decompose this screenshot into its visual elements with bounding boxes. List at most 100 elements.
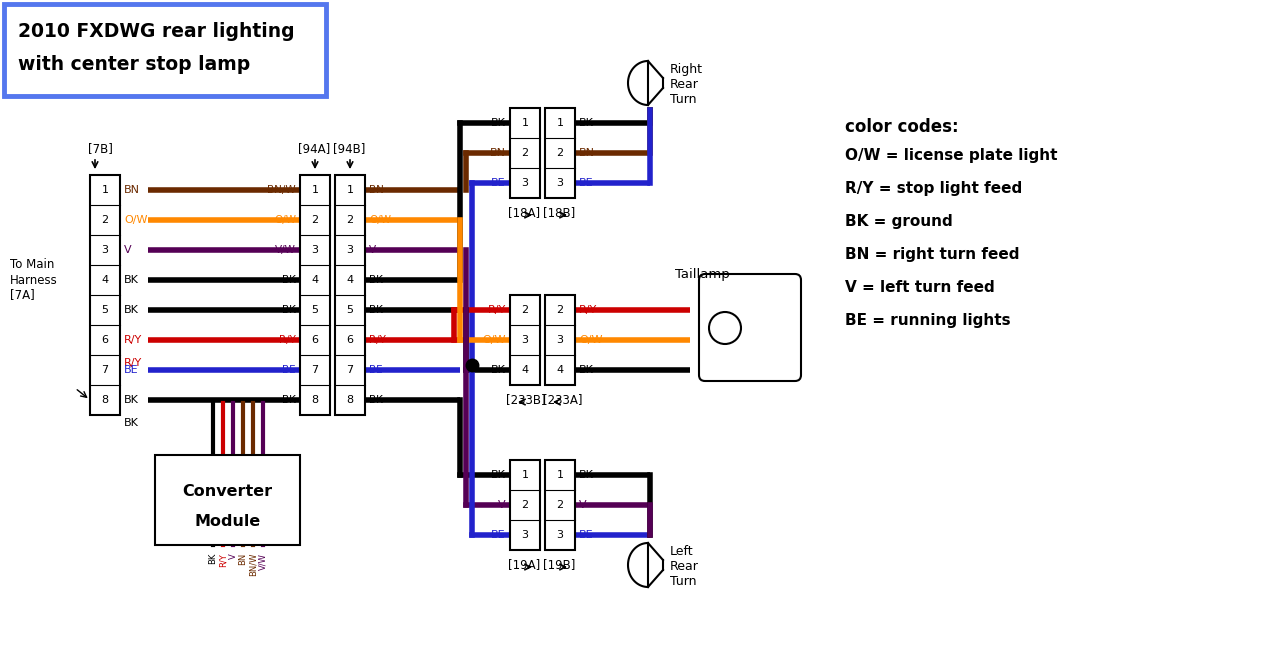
Bar [510, 108, 540, 198]
Text: BK: BK [491, 470, 506, 480]
Text: BK: BK [369, 275, 383, 285]
Text: 2: 2 [557, 148, 563, 158]
Bar [300, 175, 330, 415]
Text: 4: 4 [521, 365, 529, 375]
Text: BN: BN [369, 185, 384, 195]
Text: O/W: O/W [125, 215, 147, 225]
Text: BK: BK [125, 395, 139, 405]
Bar [545, 295, 574, 385]
Text: [18B]: [18B] [543, 206, 576, 219]
Text: 5: 5 [311, 305, 319, 315]
Text: To Main
Harness
[7A]: To Main Harness [7A] [10, 258, 57, 302]
Text: [233B]: [233B] [506, 393, 545, 406]
Text: BK: BK [580, 365, 594, 375]
Text: R/Y = stop light feed: R/Y = stop light feed [845, 181, 1022, 196]
Text: BK: BK [580, 118, 594, 128]
Text: BK: BK [125, 418, 139, 428]
Text: R/Y: R/Y [125, 358, 142, 368]
Text: O/W: O/W [369, 215, 391, 225]
Text: Right
Rear
Turn: Right Rear Turn [670, 63, 703, 106]
Text: 3: 3 [102, 245, 108, 255]
Text: with center stop lamp: with center stop lamp [18, 55, 250, 74]
Text: O/W: O/W [275, 215, 296, 225]
Text: BK: BK [282, 305, 296, 315]
Text: BE: BE [492, 178, 506, 188]
Text: R/Y: R/Y [280, 335, 296, 345]
Text: color codes:: color codes: [845, 118, 958, 136]
Text: BK: BK [491, 365, 506, 375]
Bar [155, 455, 300, 545]
Text: [18A]: [18A] [508, 206, 540, 219]
Bar [510, 460, 540, 550]
Text: R/Y: R/Y [488, 305, 506, 315]
Bar [545, 460, 574, 550]
Text: 8: 8 [102, 395, 108, 405]
Text: [19B]: [19B] [543, 558, 576, 571]
Text: BK: BK [491, 118, 506, 128]
Text: 7: 7 [347, 365, 353, 375]
Text: BN = right turn feed: BN = right turn feed [845, 247, 1019, 262]
Text: 7: 7 [102, 365, 108, 375]
Text: BN: BN [491, 148, 506, 158]
Text: BN: BN [125, 185, 140, 195]
Text: BE: BE [580, 178, 594, 188]
Text: [7B]: [7B] [88, 142, 113, 155]
Text: V/W: V/W [275, 245, 296, 255]
Text: BN: BN [239, 553, 248, 565]
Text: [233A]: [233A] [543, 393, 582, 406]
Text: 4: 4 [311, 275, 319, 285]
Text: 3: 3 [347, 245, 353, 255]
Text: 8: 8 [311, 395, 319, 405]
Text: Module: Module [194, 514, 261, 530]
Text: R/Y: R/Y [369, 335, 386, 345]
Text: Taillamp: Taillamp [675, 268, 730, 281]
Text: BK = ground: BK = ground [845, 214, 953, 229]
Text: [94A]: [94A] [297, 142, 330, 155]
Text: Converter: Converter [183, 484, 272, 499]
Bar [336, 175, 365, 415]
Bar [510, 295, 540, 385]
Text: 2: 2 [311, 215, 319, 225]
Text: BN/W: BN/W [267, 185, 296, 195]
Text: R/Y: R/Y [125, 335, 142, 345]
Text: BK: BK [580, 470, 594, 480]
Text: V/W: V/W [258, 553, 267, 570]
Text: 3: 3 [557, 335, 563, 345]
Text: BK: BK [282, 395, 296, 405]
Text: 1: 1 [557, 470, 563, 480]
Bar [90, 175, 119, 415]
Text: 6: 6 [311, 335, 319, 345]
Text: 1: 1 [521, 470, 529, 480]
Text: BK: BK [282, 275, 296, 285]
Text: 3: 3 [557, 530, 563, 540]
Text: 8: 8 [347, 395, 353, 405]
Text: BE: BE [580, 530, 594, 540]
Text: 5: 5 [347, 305, 353, 315]
Text: V: V [229, 553, 238, 559]
Text: [19A]: [19A] [508, 558, 540, 571]
Text: 4: 4 [102, 275, 108, 285]
Text: 2: 2 [347, 215, 353, 225]
Text: BE: BE [369, 365, 383, 375]
Text: BE: BE [492, 530, 506, 540]
Text: 5: 5 [102, 305, 108, 315]
Text: 6: 6 [347, 335, 353, 345]
Text: V = left turn feed: V = left turn feed [845, 280, 995, 295]
Text: 2: 2 [521, 500, 529, 510]
Text: 3: 3 [521, 178, 529, 188]
Text: 3: 3 [521, 335, 529, 345]
Text: BK: BK [369, 305, 383, 315]
Text: 1: 1 [521, 118, 529, 128]
Text: BN/W: BN/W [249, 553, 258, 576]
Text: 4: 4 [347, 275, 353, 285]
Text: 2: 2 [521, 305, 529, 315]
Text: 7: 7 [311, 365, 319, 375]
Text: 2: 2 [521, 148, 529, 158]
Text: O/W: O/W [580, 335, 602, 345]
FancyBboxPatch shape [4, 4, 325, 96]
Text: BE: BE [125, 365, 139, 375]
Text: 1: 1 [557, 118, 563, 128]
Text: 1: 1 [102, 185, 108, 195]
Text: 2: 2 [557, 500, 563, 510]
Text: 2: 2 [102, 215, 108, 225]
